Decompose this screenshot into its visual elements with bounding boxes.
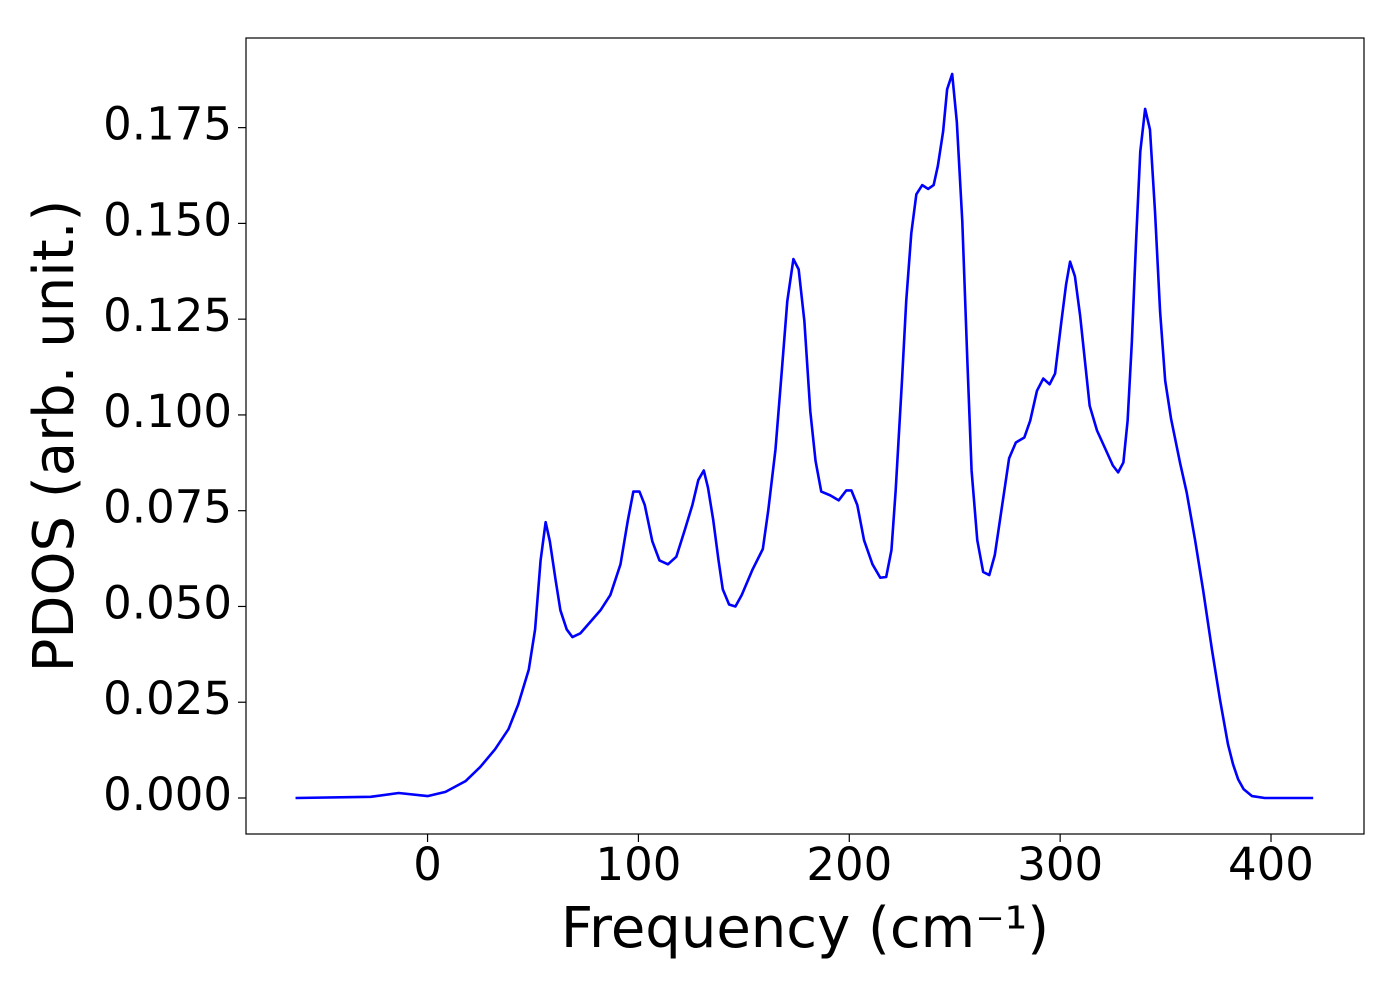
y-tick-label: 0.125 (103, 289, 232, 342)
plot-frame (245, 37, 1365, 835)
y-axis-label: PDOS (arb. unit.) (22, 200, 87, 673)
y-tick-label: 0.000 (103, 768, 232, 821)
x-axis-label: Frequency (cm⁻¹) (561, 896, 1049, 961)
y-tick-label: 0.025 (103, 672, 232, 725)
y-tick-label: 0.050 (103, 576, 232, 629)
x-tick-label: 200 (806, 838, 892, 891)
y-tick-label: 0.150 (103, 193, 232, 246)
y-tick-label: 0.100 (103, 385, 232, 438)
y-tick-label: 0.175 (103, 98, 232, 151)
x-tick-label: 0 (413, 838, 442, 891)
y-tick-label: 0.075 (103, 481, 232, 534)
x-tick-label: 300 (1017, 838, 1103, 891)
data-line (295, 72, 1314, 800)
x-tick-label: 100 (595, 838, 681, 891)
x-tick-label: 400 (1228, 838, 1314, 891)
